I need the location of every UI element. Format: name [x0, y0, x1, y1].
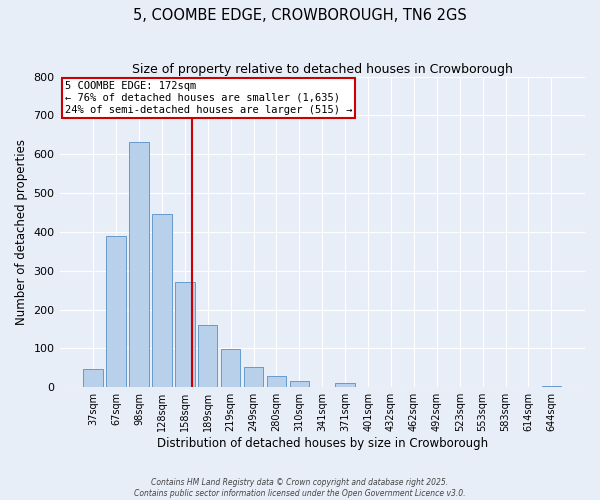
Bar [83, 368, 103, 387]
Y-axis label: Number of detached properties: Number of detached properties [15, 139, 28, 325]
X-axis label: Distribution of detached houses by size in Crowborough: Distribution of detached houses by size … [157, 437, 488, 450]
Bar [267, 376, 286, 387]
Text: Contains HM Land Registry data © Crown copyright and database right 2025.
Contai: Contains HM Land Registry data © Crown c… [134, 478, 466, 498]
Bar [335, 382, 355, 387]
Bar [244, 367, 263, 387]
Text: 5, COOMBE EDGE, CROWBOROUGH, TN6 2GS: 5, COOMBE EDGE, CROWBOROUGH, TN6 2GS [133, 8, 467, 22]
Bar [129, 142, 149, 387]
Bar [152, 214, 172, 387]
Bar [198, 325, 217, 387]
Bar [290, 382, 309, 387]
Text: 5 COOMBE EDGE: 172sqm
← 76% of detached houses are smaller (1,635)
24% of semi-d: 5 COOMBE EDGE: 172sqm ← 76% of detached … [65, 82, 352, 114]
Bar [175, 282, 194, 387]
Bar [542, 386, 561, 387]
Bar [106, 236, 126, 387]
Title: Size of property relative to detached houses in Crowborough: Size of property relative to detached ho… [132, 62, 513, 76]
Bar [221, 349, 241, 387]
